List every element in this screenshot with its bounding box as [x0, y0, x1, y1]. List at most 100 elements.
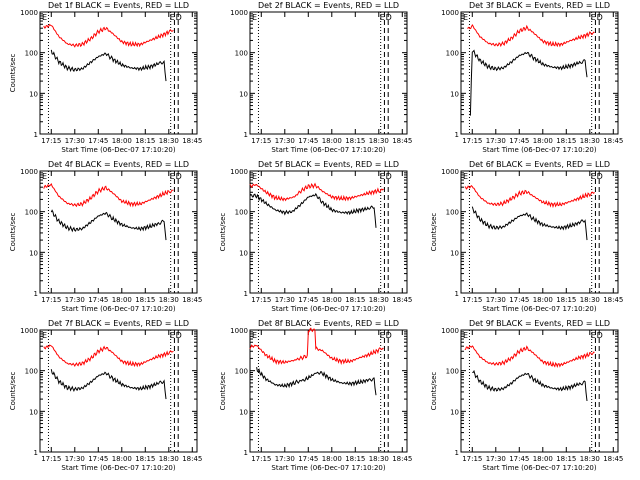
- x-tick-label: 18:15: [345, 296, 365, 304]
- y-tick-label: 10: [239, 408, 248, 416]
- corner-label: E: [591, 331, 596, 340]
- x-tick-label: 18:15: [345, 137, 365, 145]
- corner-label: E: [170, 13, 175, 22]
- corner-label: E: [42, 331, 47, 340]
- x-axis-label: Start Time (06-Dec-07 17:10:20): [61, 305, 175, 313]
- panel-5f: Det 5f BLACK = Events, RED = LLD 1 10 100 10…: [219, 160, 412, 313]
- x-tick-label: 17:45: [88, 455, 108, 463]
- x-axis-label: Start Time (06-Dec-07 17:10:20): [482, 146, 596, 154]
- y-tick-label: 100: [25, 209, 38, 217]
- y-tick-label: 1000: [441, 327, 459, 335]
- x-tick-label: 18:30: [159, 296, 179, 304]
- x-tick-label: 18:45: [182, 296, 202, 304]
- x-tick-label: 17:45: [509, 137, 529, 145]
- y-axis-label: Counts/sec: [9, 372, 17, 411]
- panel-4f: Det 4f BLACK = Events, RED = LLD 1 10 100 10…: [9, 160, 202, 313]
- y-tick-label: 1000: [20, 327, 38, 335]
- x-tick-label: 18:45: [603, 455, 623, 463]
- y-tick-label: 1: [34, 449, 38, 457]
- x-tick-label: 18:45: [392, 455, 412, 463]
- corner-label: E: [252, 172, 257, 181]
- y-tick-label: 1000: [230, 327, 248, 335]
- x-tick-label: 18:30: [580, 455, 600, 463]
- y-axis-label: Counts/sec: [430, 372, 438, 411]
- events-series-line: [256, 367, 377, 396]
- panel-title: Det 2f BLACK = Events, RED = LLD: [258, 1, 399, 10]
- lld-series-line: [43, 183, 174, 208]
- events-series-line: [472, 369, 588, 402]
- x-tick-label: 18:15: [135, 137, 155, 145]
- y-tick-label: 1000: [441, 168, 459, 176]
- corner-label: D: [597, 172, 603, 181]
- events-series-line: [469, 49, 588, 116]
- plot-frame: [39, 329, 198, 453]
- corner-label: D: [176, 13, 182, 22]
- panel-title: Det 1f BLACK = Events, RED = LLD: [48, 1, 189, 10]
- x-tick-label: 17:30: [275, 455, 295, 463]
- x-axis-label: Start Time (06-Dec-07 17:10:20): [271, 305, 385, 313]
- y-tick-label: 10: [450, 90, 459, 98]
- y-tick-label: 10: [29, 249, 38, 257]
- y-tick-label: 1: [244, 449, 248, 457]
- x-tick-label: 17:45: [88, 296, 108, 304]
- x-tick-label: 17:45: [298, 455, 318, 463]
- x-tick-label: 18:30: [369, 455, 389, 463]
- corner-label: D: [597, 13, 603, 22]
- x-tick-label: 18:30: [369, 296, 389, 304]
- lld-series-line: [467, 24, 595, 48]
- x-tick-label: 17:30: [65, 296, 85, 304]
- x-axis-label: Start Time (06-Dec-07 17:10:20): [271, 146, 385, 154]
- corner-label: E: [591, 172, 596, 181]
- corner-label: D: [176, 172, 182, 181]
- panel-9f: Det 9f BLACK = Events, RED = LLD 1 10 100 10…: [430, 319, 623, 472]
- y-tick-label: 100: [235, 209, 248, 217]
- corner-label: D: [597, 331, 603, 340]
- y-tick-label: 1000: [20, 9, 38, 17]
- y-tick-label: 10: [239, 249, 248, 257]
- x-tick-label: 18:15: [135, 296, 155, 304]
- panel-7f: Det 7f BLACK = Events, RED = LLD 1 10 100 10…: [9, 319, 202, 472]
- x-tick-label: 18:45: [392, 137, 412, 145]
- corner-label: D: [386, 331, 392, 340]
- plot-frame: [460, 329, 619, 453]
- plot-frame: [249, 329, 408, 453]
- x-tick-label: 17:30: [65, 455, 85, 463]
- corner-label: D: [386, 172, 392, 181]
- lld-series-line: [464, 345, 595, 369]
- panel-3f: Det 3f BLACK = Events, RED = LLD 1 10 100 10…: [441, 1, 623, 154]
- plot-frame: [249, 11, 408, 135]
- x-tick-label: 17:15: [41, 455, 61, 463]
- y-tick-label: 1000: [441, 9, 459, 17]
- x-tick-label: 18:15: [135, 455, 155, 463]
- corner-label: E: [252, 13, 257, 22]
- y-tick-label: 1: [244, 131, 248, 139]
- y-tick-label: 1: [34, 290, 38, 298]
- y-tick-label: 100: [446, 50, 459, 58]
- corner-label: E: [591, 13, 596, 22]
- events-series-line: [50, 209, 167, 241]
- y-axis-label: Counts/sec: [9, 213, 17, 252]
- y-tick-label: 1: [455, 449, 459, 457]
- x-tick-label: 17:15: [462, 296, 482, 304]
- plot-frame: [460, 11, 619, 135]
- corner-label: E: [380, 172, 385, 181]
- corner-label: E: [170, 331, 175, 340]
- panel-1f: Det 1f BLACK = Events, RED = LLD 1 10 100 10…: [9, 1, 202, 154]
- corner-label: E: [380, 13, 385, 22]
- x-tick-label: 17:30: [486, 137, 506, 145]
- x-axis-label: Start Time (06-Dec-07 17:10:20): [61, 146, 175, 154]
- x-tick-label: 18:45: [603, 296, 623, 304]
- y-tick-label: 1: [244, 290, 248, 298]
- x-tick-label: 18:45: [182, 455, 202, 463]
- x-tick-label: 18:00: [322, 455, 342, 463]
- plot-frame: [460, 170, 619, 294]
- y-tick-label: 100: [235, 50, 248, 58]
- x-tick-label: 17:15: [251, 137, 271, 145]
- x-axis-label: Start Time (06-Dec-07 17:10:20): [482, 305, 596, 313]
- x-tick-label: 17:15: [251, 455, 271, 463]
- panel-title: Det 7f BLACK = Events, RED = LLD: [48, 319, 189, 328]
- corner-label: E: [252, 331, 257, 340]
- y-tick-label: 1000: [230, 9, 248, 17]
- y-tick-label: 10: [450, 408, 459, 416]
- y-tick-label: 1: [455, 131, 459, 139]
